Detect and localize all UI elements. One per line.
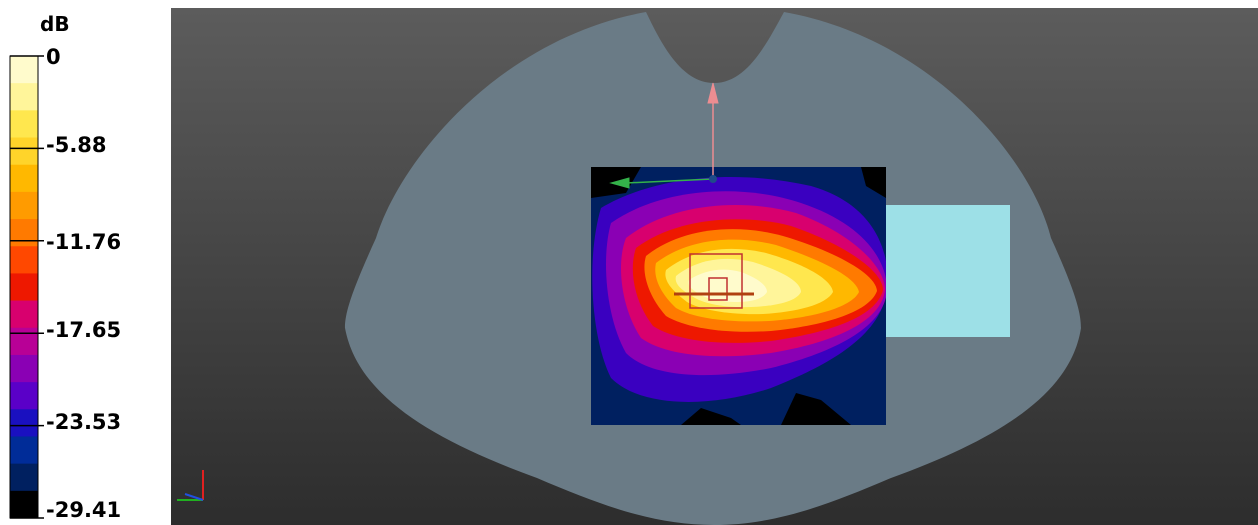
colorbar-tick-label: -29.41 (46, 498, 122, 522)
colorbar-swatch (10, 137, 38, 166)
colorbar-tick-label: -23.53 (46, 410, 122, 434)
colorbar-swatch (10, 382, 38, 410)
colorbar-swatch (10, 354, 38, 383)
colorbar-tick-label: -5.88 (46, 133, 107, 157)
cyan-block (886, 205, 1010, 337)
colorbar-swatch (10, 436, 38, 465)
colorbar-tick-label: 0 (46, 45, 61, 69)
colorbar-swatch (10, 409, 38, 437)
colorbar-unit: dB (40, 12, 70, 36)
colorbar-tick-label: -17.65 (46, 318, 122, 342)
colorbar-scale (9, 55, 44, 519)
colorbar-swatch (10, 273, 38, 302)
colorbar-swatch (10, 164, 38, 193)
colorbar: dB 0 -5.88 -11.76 -17.65 -23.53 -29.41 (0, 0, 172, 525)
colorbar-swatch (10, 110, 38, 139)
probe-outline (674, 253, 754, 309)
orientation-arrows (609, 82, 719, 189)
3d-viewport[interactable] (171, 8, 1258, 525)
colorbar-swatch (10, 83, 38, 111)
colorbar-swatch (10, 219, 38, 247)
colorbar-tick-label: -11.76 (46, 230, 122, 254)
colorbar-swatch (10, 56, 38, 84)
colorbar-swatch (10, 490, 38, 519)
colorbar-swatch (10, 246, 38, 274)
axis-triad-icon (177, 470, 204, 501)
colorbar-swatch (10, 327, 38, 356)
colorbar-swatch (10, 300, 38, 329)
colorbar-swatch (10, 463, 38, 492)
field-map (591, 167, 886, 425)
colorbar-swatch (10, 191, 38, 220)
